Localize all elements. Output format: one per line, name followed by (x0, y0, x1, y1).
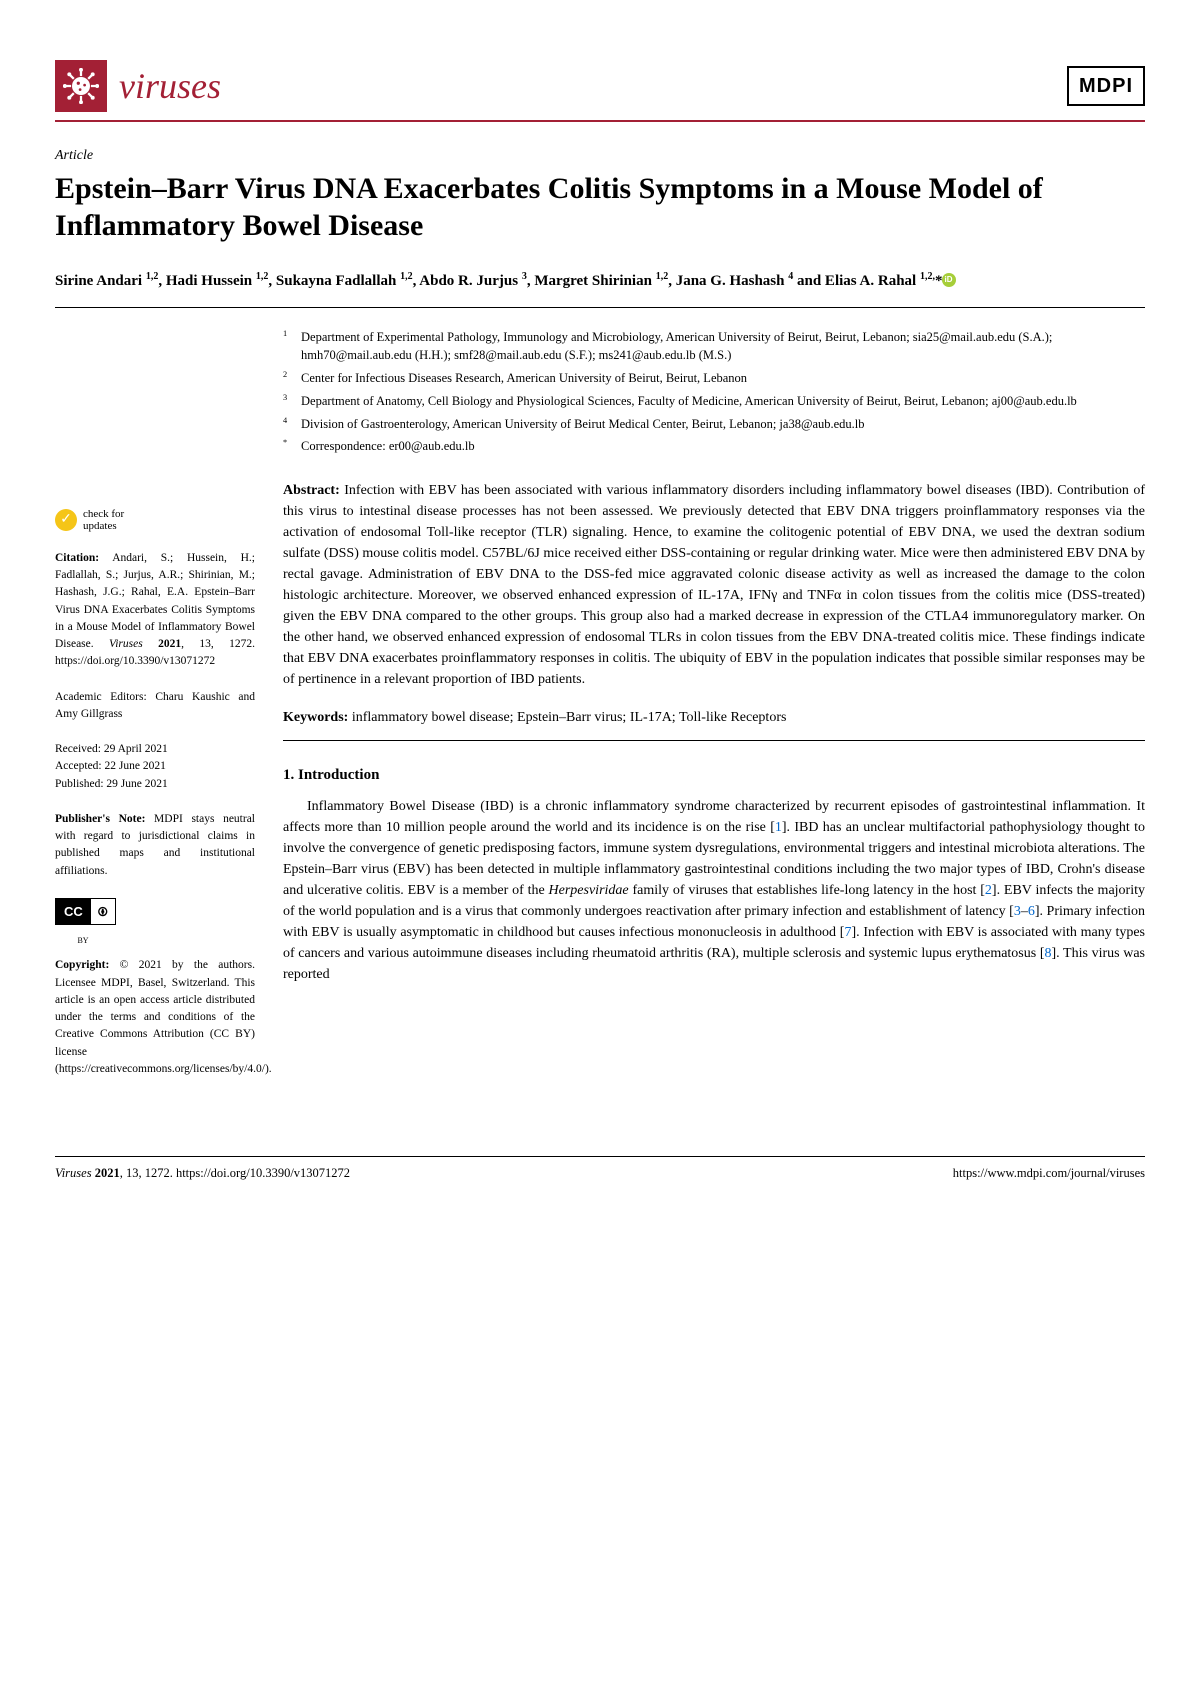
abstract-label: Abstract: (283, 483, 340, 498)
footer-right[interactable]: https://www.mdpi.com/journal/viruses (953, 1165, 1145, 1183)
abstract: Abstract: Infection with EBV has been as… (283, 480, 1145, 690)
journal-logo: viruses (55, 60, 221, 112)
abstract-text: Infection with EBV has been associated w… (283, 483, 1145, 687)
intro-paragraph: Inflammatory Bowel Disease (IBD) is a ch… (283, 796, 1145, 985)
pubnote-label: Publisher's Note: (55, 813, 145, 825)
header-divider (55, 120, 1145, 122)
section-title: 1. Introduction (283, 765, 1145, 786)
ref-link-3[interactable]: 3 (1014, 904, 1021, 919)
dates-block: Received: 29 April 2021 Accepted: 22 Jun… (55, 741, 255, 793)
footer-year: 2021 (92, 1166, 120, 1180)
page-header: viruses MDPI (55, 60, 1145, 112)
orcid-icon[interactable] (942, 273, 956, 287)
keywords: Keywords: inflammatory bowel disease; Ep… (283, 708, 1145, 728)
check-updates-badge[interactable]: ✓ check for updates (55, 508, 255, 532)
main-layout: ✓ check for updates Citation: Andari, S.… (55, 328, 1145, 1096)
check-updates-label: check for updates (83, 508, 124, 532)
editors-label: Academic Editors: (55, 691, 155, 703)
footer-doi: , 13, 1272. https://doi.org/10.3390/v130… (120, 1166, 350, 1180)
citation-text: Andari, S.; Hussein, H.; Fadlallah, S.; … (55, 552, 255, 650)
copyright-label: Copyright: (55, 959, 109, 971)
copyright-block: Copyright: © 2021 by the authors. Licens… (55, 957, 255, 1078)
footer-left: Viruses 2021, 13, 1272. https://doi.org/… (55, 1165, 350, 1183)
page-footer: Viruses 2021, 13, 1272. https://doi.org/… (55, 1156, 1145, 1183)
author-list: Sirine Andari 1,2, Hadi Hussein 1,2, Suk… (55, 269, 1145, 293)
affiliation-row: 1Department of Experimental Pathology, I… (283, 328, 1145, 366)
editors-block: Academic Editors: Charu Kaushic and Amy … (55, 689, 255, 724)
article-title: Epstein–Barr Virus DNA Exacerbates Colit… (55, 170, 1145, 245)
publishers-note: Publisher's Note: MDPI stays neutral wit… (55, 811, 255, 880)
virus-icon (55, 60, 107, 112)
affiliation-row: 2Center for Infectious Diseases Research… (283, 369, 1145, 388)
sidebar: ✓ check for updates Citation: Andari, S.… (55, 328, 255, 1096)
affiliation-row: *Correspondence: er00@aub.edu.lb (283, 437, 1145, 456)
check-line1: check for (83, 508, 124, 520)
publisher-logo: MDPI (1067, 66, 1145, 106)
date-published: Published: 29 June 2021 (55, 776, 255, 793)
check-line2: updates (83, 520, 124, 532)
cc-license-badge[interactable]: CC🅯 BY (55, 898, 255, 948)
ref-dash: – (1021, 904, 1028, 919)
ref-link-1[interactable]: 1 (775, 820, 782, 835)
main-content: 1Department of Experimental Pathology, I… (283, 328, 1145, 1096)
ref-link-6[interactable]: 6 (1028, 904, 1035, 919)
keywords-text: inflammatory bowel disease; Epstein–Barr… (352, 710, 787, 725)
ref-link-8[interactable]: 8 (1045, 946, 1052, 961)
citation-journal: Viruses (109, 638, 143, 650)
citation-label: Citation: (55, 552, 99, 564)
cc-by-label: BY (55, 935, 111, 947)
section-divider (283, 740, 1145, 741)
check-icon: ✓ (55, 509, 77, 531)
article-type: Article (55, 146, 1145, 166)
affiliation-row: 4Division of Gastroenterology, American … (283, 415, 1145, 434)
citation-year: 2021 (143, 638, 181, 650)
date-accepted: Accepted: 22 June 2021 (55, 758, 255, 775)
italic-term: Herpesviridae (549, 883, 629, 898)
date-received: Received: 29 April 2021 (55, 741, 255, 758)
copyright-text: © 2021 by the authors. Licensee MDPI, Ba… (55, 959, 272, 1075)
author-divider (55, 307, 1145, 308)
affiliations-list: 1Department of Experimental Pathology, I… (283, 328, 1145, 457)
ref-link-2[interactable]: 2 (985, 883, 992, 898)
affiliation-row: 3Department of Anatomy, Cell Biology and… (283, 392, 1145, 411)
body-text: family of viruses that establishes life-… (629, 883, 985, 898)
citation-block: Citation: Andari, S.; Hussein, H.; Fadla… (55, 550, 255, 671)
journal-name: viruses (119, 61, 221, 111)
footer-journal: Viruses (55, 1166, 92, 1180)
keywords-label: Keywords: (283, 710, 348, 725)
